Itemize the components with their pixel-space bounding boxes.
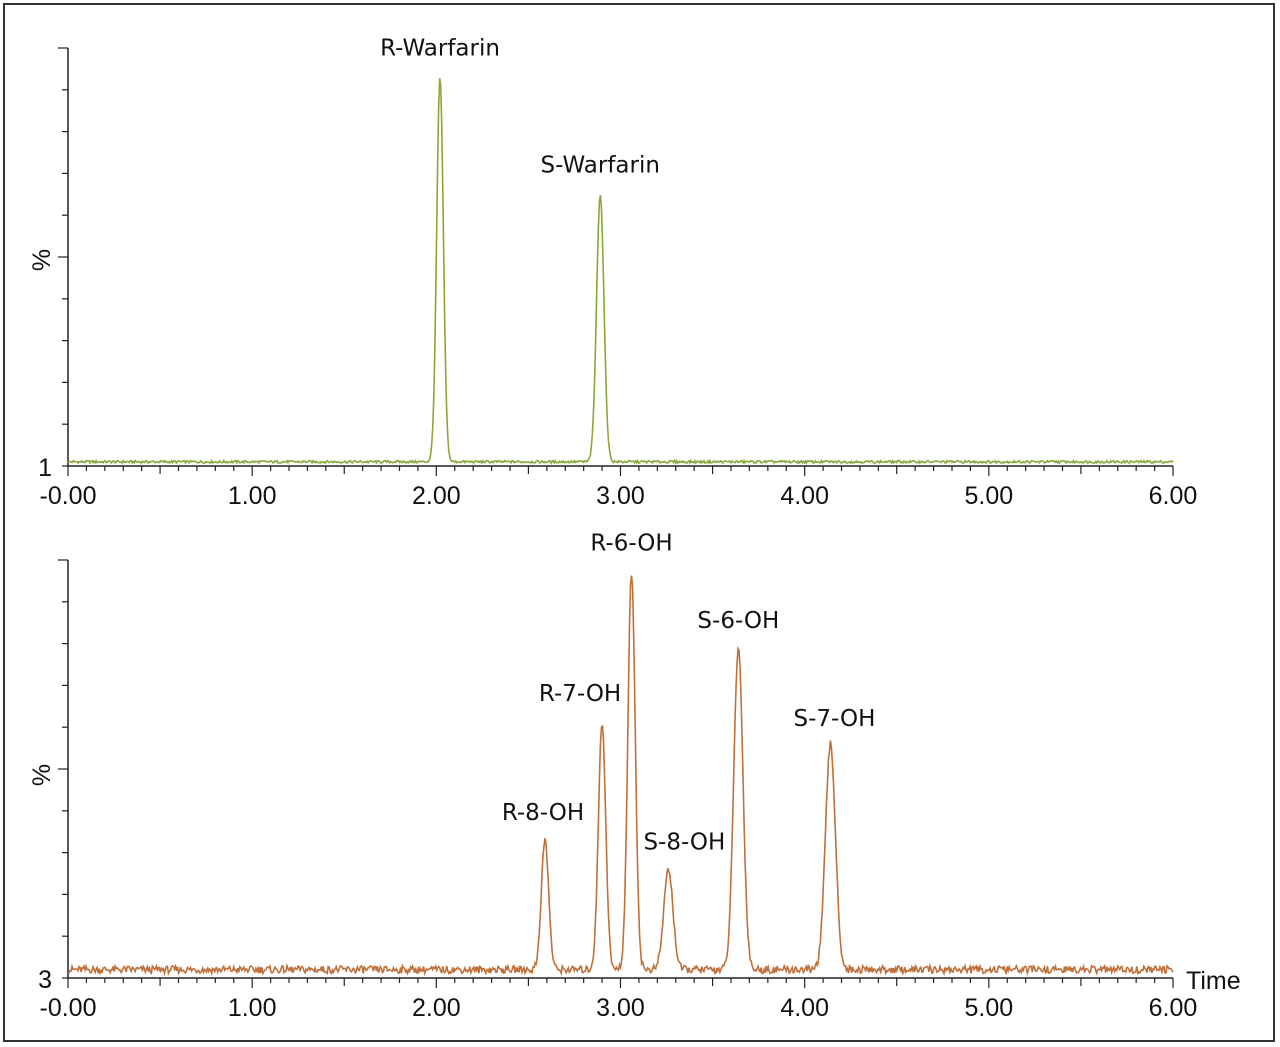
- x-tick-label: 5.00: [964, 482, 1013, 510]
- x-tick-label: 6.00: [1149, 482, 1198, 510]
- chart-panel-2: -0.00 1.00 2.00 3.00 4.00 5.00 6.00% 3 Time R-8-O…: [28, 531, 1241, 1022]
- peak-label: S-6-OH: [697, 608, 779, 634]
- x-tick-label: 2.00: [412, 994, 461, 1022]
- x-tick-label: 3.00: [596, 994, 645, 1022]
- y-min-label: 3: [38, 966, 52, 994]
- peak-label: R-6-OH: [590, 531, 672, 557]
- chart-frame: [3, 3, 1275, 1042]
- y-min-label: 1: [38, 454, 52, 482]
- x-tick-label: 4.00: [780, 482, 829, 510]
- x-tick-label: -0.00: [40, 482, 97, 510]
- peak-label: R-8-OH: [502, 800, 584, 826]
- signal-trace: [67, 78, 1174, 466]
- x-tick-label: 3.00: [596, 482, 645, 510]
- x-axis-label: Time: [1186, 967, 1241, 995]
- x-tick-label: 2.00: [412, 482, 461, 510]
- peak-label: R-7-OH: [539, 681, 621, 707]
- x-tick-label: 5.00: [964, 994, 1013, 1022]
- x-tick-label: 6.00: [1149, 994, 1198, 1022]
- x-tick-label: -0.00: [40, 994, 97, 1022]
- chart-panel-1: -0.00 1.00 2.00 3.00 4.00 5.00 6.00% 1 R-Warfari…: [28, 35, 1197, 510]
- peak-label: S-7-OH: [794, 706, 876, 732]
- peak-label: R-Warfarin: [380, 35, 500, 61]
- y-axis-label: %: [28, 249, 56, 271]
- peak-label: S-8-OH: [643, 829, 725, 855]
- peak-label: S-Warfarin: [541, 152, 660, 178]
- x-tick-label: 1.00: [228, 482, 277, 510]
- y-axis-label: %: [28, 764, 56, 786]
- signal-trace: [67, 575, 1174, 977]
- x-tick-label: 1.00: [228, 994, 277, 1022]
- x-tick-label: 4.00: [780, 994, 829, 1022]
